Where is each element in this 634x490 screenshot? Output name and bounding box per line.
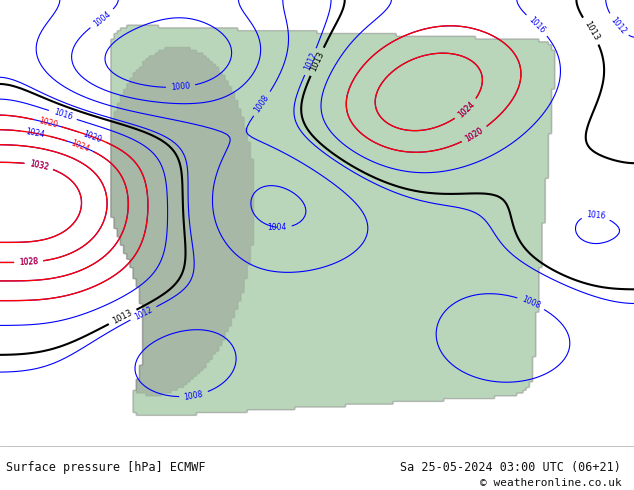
Text: 1020: 1020 <box>464 126 485 144</box>
Text: 1024: 1024 <box>25 127 45 139</box>
Text: Sa 25-05-2024 03:00 UTC (06+21): Sa 25-05-2024 03:00 UTC (06+21) <box>401 462 621 474</box>
Text: 1012: 1012 <box>133 305 154 321</box>
Text: 1028: 1028 <box>19 257 39 267</box>
Text: 1004: 1004 <box>268 222 287 232</box>
Text: 1016: 1016 <box>586 210 605 221</box>
Text: 1008: 1008 <box>521 295 541 311</box>
Text: 1016: 1016 <box>52 108 74 122</box>
Text: 1032: 1032 <box>29 159 49 172</box>
Text: 1016: 1016 <box>527 15 547 35</box>
Text: 1020: 1020 <box>37 116 58 130</box>
Text: 1013: 1013 <box>111 308 134 326</box>
Text: 1020: 1020 <box>82 129 103 145</box>
Text: 1012: 1012 <box>609 15 628 35</box>
Text: 1028: 1028 <box>19 257 39 267</box>
Text: 1032: 1032 <box>29 159 49 172</box>
Text: 1024: 1024 <box>70 138 91 153</box>
Text: 1024: 1024 <box>456 99 476 119</box>
Text: 1012: 1012 <box>302 51 318 72</box>
Text: 1004: 1004 <box>91 9 112 28</box>
Text: 1008: 1008 <box>253 93 271 114</box>
Text: 1008: 1008 <box>183 390 204 401</box>
Text: 1000: 1000 <box>171 82 191 92</box>
Text: 1013: 1013 <box>582 20 600 42</box>
Text: Surface pressure [hPa] ECMWF: Surface pressure [hPa] ECMWF <box>6 462 206 474</box>
Text: 1013: 1013 <box>309 50 326 73</box>
Text: © weatheronline.co.uk: © weatheronline.co.uk <box>479 478 621 488</box>
Text: 1020: 1020 <box>464 126 485 144</box>
Text: 1024: 1024 <box>456 99 476 119</box>
